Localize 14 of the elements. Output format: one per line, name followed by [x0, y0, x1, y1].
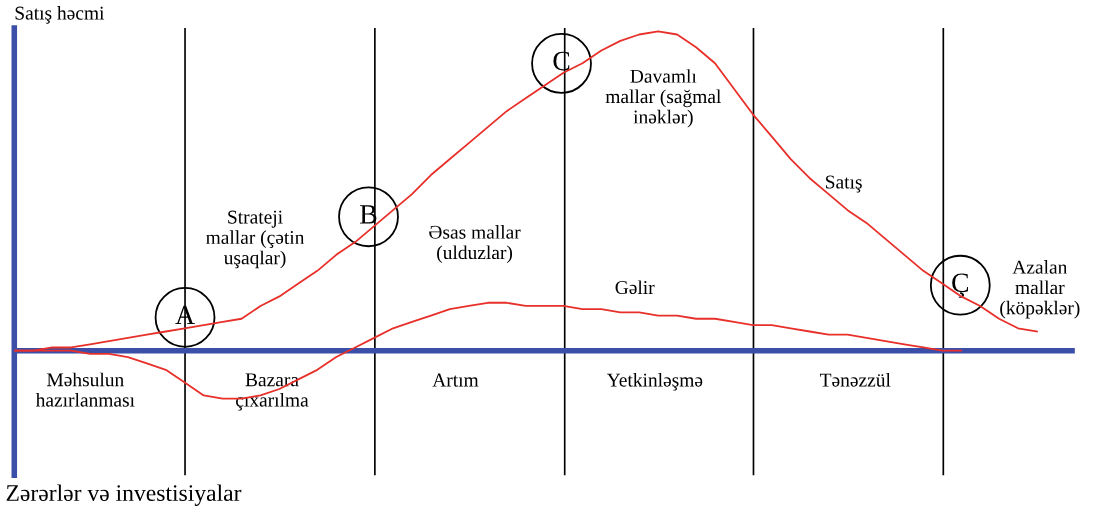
- text: Zərərlər və investisiyalar: [6, 484, 242, 506]
- annotation: Strateji mallar (çətin uşaqlar): [206, 210, 305, 269]
- y-axis-title: Satış həcmi: [15, 6, 105, 24]
- annotation: Azalan mallar (köpəklər): [1000, 260, 1080, 319]
- annotation: Artım: [432, 373, 479, 387]
- annotation: Satış: [826, 175, 862, 193]
- annotation: Bazara çıxarılma: [236, 373, 309, 411]
- annotation: Yetkinləşmə: [606, 372, 703, 391]
- annotation: Davamlı mallar (sağmal inəklər): [605, 69, 721, 128]
- annotation: Məhsulun hazırlanması: [35, 372, 135, 407]
- annotation: Ç: [952, 273, 969, 298]
- annotation: Gəlir: [615, 280, 655, 295]
- annotation: Əsas mallar (ulduzlar): [429, 225, 521, 264]
- annotation: Tənəzzül: [820, 372, 891, 387]
